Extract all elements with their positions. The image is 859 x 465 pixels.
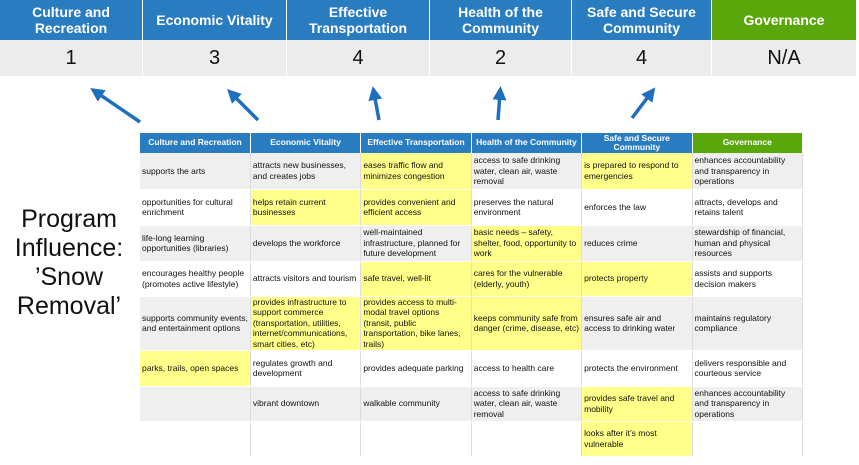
arrow-icon <box>90 88 141 124</box>
summary-header-economic: Economic Vitality <box>143 0 287 40</box>
arrow-icon <box>227 89 260 122</box>
table-cell: life-long learning opportunities (librar… <box>140 225 251 262</box>
table-header: Culture and Recreation <box>140 133 251 153</box>
table-cell: looks after it’s most vulnerable <box>581 421 693 457</box>
score-economic: 3 <box>143 40 287 76</box>
table-cell: protects property <box>581 261 693 297</box>
table-cell: parks, trails, open spaces <box>140 350 251 387</box>
table-cell: attracts visitors and tourism <box>250 261 362 297</box>
table-cell: enhances accountability and transparency… <box>692 386 804 422</box>
summary-header-health: Health of the Community <box>430 0 572 40</box>
table-header: Economic Vitality <box>250 133 362 153</box>
program-influence-label: Program Influence: ’Snow Removal’ <box>14 205 124 320</box>
table-cell: supports community events, and entertain… <box>140 296 251 351</box>
table-cell: protects the environment <box>581 350 693 387</box>
arrow-icon <box>630 87 656 120</box>
table-cell: delivers responsible and courteous servi… <box>692 350 804 387</box>
score-safe: 4 <box>572 40 712 76</box>
table-row: supports the arts attracts new businesses… <box>140 153 804 190</box>
table-cell: attracts new businesses, and creates job… <box>250 153 362 190</box>
table-cell: attracts, develops and retains talent <box>692 189 804 226</box>
arrow-icon <box>492 86 507 121</box>
summary-header-culture: Culture and Recreation <box>0 0 143 40</box>
table-header-row: Culture and Recreation Economic Vitality… <box>140 133 804 153</box>
table-cell: provides adequate parking <box>360 350 472 387</box>
arrow-icon <box>368 86 383 121</box>
table-cell: provides convenient and efficient access <box>360 189 472 226</box>
table-cell: helps retain current businesses <box>250 189 362 226</box>
table-cell <box>360 421 472 457</box>
table-cell: access to safe drinking water, clean air… <box>471 153 583 190</box>
table-cell: well-maintained infrastructure, planned … <box>360 225 472 262</box>
table-row: looks after it’s most vulnerable <box>140 421 804 457</box>
table-cell: reduces crime <box>581 225 693 262</box>
table-row: encourages healthy people (promotes acti… <box>140 261 804 297</box>
summary-header-transportation: Effective Transportation <box>287 0 430 40</box>
table-cell <box>692 421 804 457</box>
table-cell: regulates growth and development <box>250 350 362 387</box>
table-cell: maintains regulatory compliance <box>692 296 804 351</box>
table-cell: basic needs – safety, shelter, food, opp… <box>471 225 583 262</box>
score-health: 2 <box>430 40 572 76</box>
table-cell: supports the arts <box>140 153 251 190</box>
table-cell: walkable community <box>360 386 472 422</box>
table-cell <box>140 386 251 422</box>
summary-score-row: 1 3 4 2 4 N/A <box>0 40 857 76</box>
table-header: Effective Transportation <box>360 133 472 153</box>
table-cell: opportunities for cultural enrichment <box>140 189 251 226</box>
score-culture: 1 <box>0 40 143 76</box>
table-cell: cares for the vulnerable (elderly, youth… <box>471 261 583 297</box>
table-cell: encourages healthy people (promotes acti… <box>140 261 251 297</box>
table-cell: access to health care <box>471 350 583 387</box>
table-cell: eases traffic flow and minimizes congest… <box>360 153 472 190</box>
table-cell: ensures safe air and access to drinking … <box>581 296 693 351</box>
table-cell: develops the workforce <box>250 225 362 262</box>
table-cell: stewardship of financial, human and phys… <box>692 225 804 262</box>
score-governance: N/A <box>712 40 857 76</box>
summary-header-row: Culture and Recreation Economic Vitality… <box>0 0 857 40</box>
table-row: opportunities for cultural enrichment hel… <box>140 189 804 226</box>
table-cell: provides infrastructure to support comme… <box>250 296 362 351</box>
score-transportation: 4 <box>287 40 430 76</box>
table-cell: assists and supports decision makers <box>692 261 804 297</box>
summary-header-governance: Governance <box>712 0 857 40</box>
table-cell: keeps community safe from danger (crime,… <box>471 296 583 351</box>
table-row: parks, trails, open spaces regulates grow… <box>140 350 804 387</box>
table-header: Safe and Secure Community <box>581 133 693 153</box>
table-cell <box>471 421 583 457</box>
table-cell: provides access to multi-modal travel op… <box>360 296 472 351</box>
table-body: supports the arts attracts new businesses… <box>140 153 804 457</box>
table-cell: is prepared to respond to emergencies <box>581 153 693 190</box>
influence-table: Culture and Recreation Economic Vitality… <box>140 133 804 457</box>
table-cell: vibrant downtown <box>250 386 362 422</box>
table-row: life-long learning opportunities (librar… <box>140 225 804 262</box>
table-cell: enhances accountability and transparency… <box>692 153 804 190</box>
table-cell <box>250 421 362 457</box>
arrows <box>90 86 656 124</box>
summary-header-safe: Safe and Secure Community <box>572 0 712 40</box>
summary-panel: Culture and Recreation Economic Vitality… <box>0 0 857 76</box>
table-header: Governance <box>692 133 804 153</box>
table-cell: access to safe drinking water, clean air… <box>471 386 583 422</box>
table-cell: safe travel, well-lit <box>360 261 472 297</box>
table-cell <box>140 421 251 457</box>
table-cell: preserves the natural environment <box>471 189 583 226</box>
table-cell: provides safe travel and mobility <box>581 386 693 422</box>
table-header: Health of the Community <box>471 133 583 153</box>
table-row: supports community events, and entertain… <box>140 296 804 351</box>
table-row: vibrant downtown walkable community access… <box>140 386 804 422</box>
table-cell: enforces the law <box>581 189 693 226</box>
